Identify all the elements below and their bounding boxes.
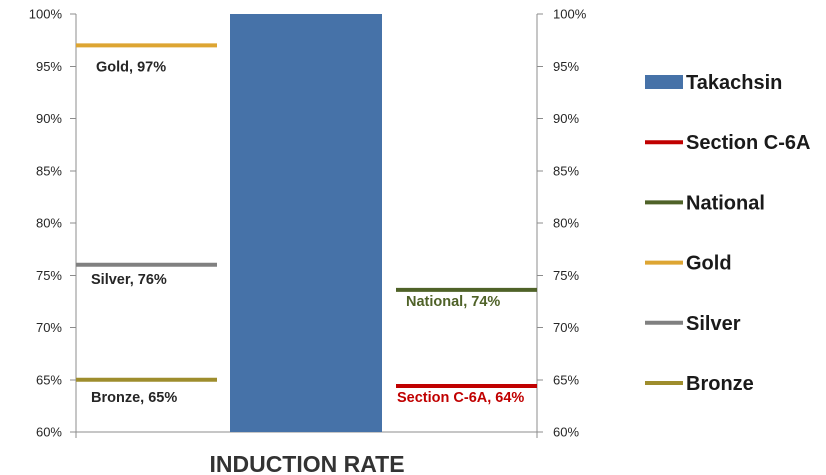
legend-label-gold: Gold — [686, 253, 732, 275]
plot-marks — [76, 14, 537, 432]
bar-takachsin — [230, 14, 382, 432]
y-tick-label-left: 95% — [36, 59, 62, 74]
data-label-gold: Gold, 97% — [96, 59, 166, 75]
legend-label-takachsin: Takachsin — [686, 72, 782, 94]
y-tick-label-right: 60% — [553, 425, 579, 440]
legend-label-silver: Silver — [686, 313, 741, 335]
data-labels: Section C-6A, 64% National, 74% Gold, 97% S… — [91, 59, 524, 406]
y-tick-label-left: 100% — [29, 7, 63, 22]
y-tick-label-right: 100% — [553, 7, 587, 22]
y-tick-label-right: 75% — [553, 268, 579, 283]
y-tick-label-left: 60% — [36, 425, 62, 440]
y-tick-label-right: 65% — [553, 372, 579, 387]
legend-label-bronze: Bronze — [686, 373, 754, 395]
data-label-bronze: Bronze, 65% — [91, 390, 177, 406]
legend: Takachsin Section C-6A National Gold Silver B… — [645, 72, 810, 395]
legend-marker-takachsin — [645, 75, 683, 89]
y-tick-label-left: 90% — [36, 111, 62, 126]
y-tick-label-right: 70% — [553, 320, 579, 335]
y-tick-label-left: 70% — [36, 320, 62, 335]
data-label-national: National, 74% — [406, 294, 500, 310]
axes: 100% 100% 95% 95% 90% 90% 85% 85% 80% 80% 75% 75% 70… — [29, 7, 587, 440]
x-axis-title: INDUCTION RATE — [209, 451, 404, 475]
y-tick-label-right: 80% — [553, 216, 579, 231]
y-tick-label-right: 95% — [553, 59, 579, 74]
y-tick-label-left: 75% — [36, 268, 62, 283]
y-tick-label-left: 80% — [36, 216, 62, 231]
y-tick-label-left: 65% — [36, 372, 62, 387]
y-tick-label-right: 85% — [553, 163, 579, 178]
legend-label-section-c-6a: Section C-6A — [686, 132, 810, 154]
data-label-silver: Silver, 76% — [91, 272, 167, 288]
y-tick-label-left: 85% — [36, 163, 62, 178]
y-tick-label-right: 90% — [553, 111, 579, 126]
legend-label-national: National — [686, 192, 765, 214]
data-label-section-c-6a: Section C-6A, 64% — [397, 390, 524, 406]
